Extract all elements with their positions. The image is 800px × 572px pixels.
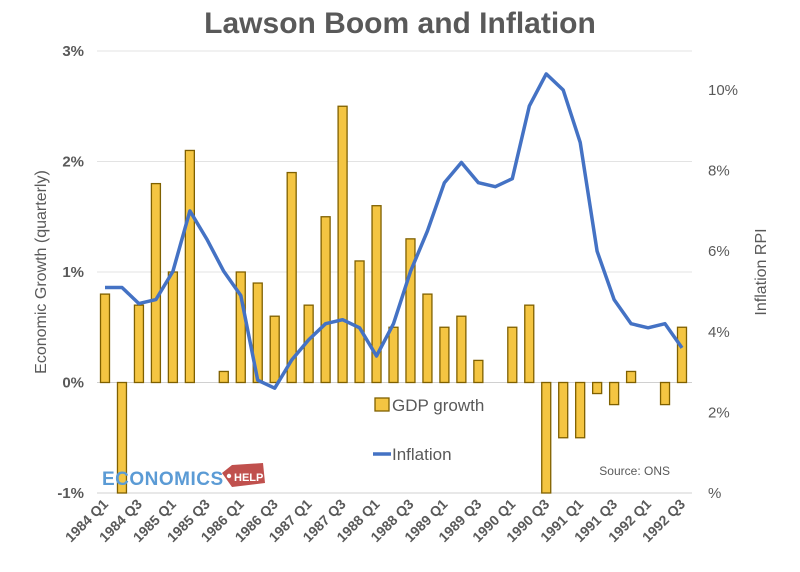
gdp-bar (388, 326, 399, 384)
gdp-bar (676, 326, 688, 384)
right-tick-label: 2% (708, 404, 730, 421)
gdp-bar (439, 326, 450, 384)
inflation-line (105, 72, 684, 390)
gdp-bar (320, 216, 331, 384)
left-tick-label: -1% (57, 485, 84, 502)
gdp-bar (252, 282, 263, 384)
gdp-bar (218, 370, 229, 384)
gdp-bar (371, 205, 382, 384)
gdp-bar (167, 271, 179, 384)
gdp-bar (422, 293, 433, 384)
right-tick-label: 4% (708, 324, 730, 341)
gdp-bar (269, 315, 280, 384)
gdp-bar (575, 381, 586, 439)
gdp-bar (133, 304, 145, 384)
gdp-bar (286, 171, 297, 384)
right-tick-label: 8% (708, 163, 730, 180)
left-tick-label: 1% (62, 264, 84, 281)
left-axis-label: Economic Growth (quarterly) (33, 170, 50, 374)
economics-help-logo: ECONOMICS HELP (102, 463, 265, 490)
legend: GDP growth Inflation (373, 396, 484, 464)
gdp-bar (116, 381, 128, 494)
legend-gdp-swatch (374, 397, 390, 412)
gdp-bar (235, 271, 246, 384)
svg-text:ECONOMICS: ECONOMICS (102, 469, 224, 490)
legend-gdp-label: GDP growth (392, 396, 484, 415)
right-axis-label: Inflation RPI (753, 228, 770, 315)
gdp-bar (608, 381, 620, 406)
legend-inflation-label: Inflation (392, 445, 452, 464)
gdp-bar (659, 381, 671, 406)
left-tick-label: 3% (62, 43, 84, 60)
right-tick-label: 6% (708, 243, 730, 260)
gdp-bar (405, 238, 416, 384)
gdp-bar (354, 260, 365, 384)
gdp-bar (456, 315, 467, 384)
gdp-bar (473, 359, 484, 384)
gdp-bar (591, 381, 603, 395)
gdp-bar (507, 326, 518, 384)
gdp-bar (558, 381, 569, 439)
left-tick-label: 0% (62, 375, 84, 392)
gdp-bar (337, 105, 348, 384)
left-tick-label: 2% (62, 154, 84, 171)
svg-text:HELP: HELP (234, 472, 263, 484)
gdp-bar (99, 293, 111, 384)
gdp-bar (150, 182, 162, 384)
gdp-bar (625, 370, 637, 384)
right-tick-label: 10% (708, 82, 738, 99)
chart-title: Lawson Boom and Inflation (204, 7, 596, 40)
gdp-bar (184, 149, 196, 384)
source-annotation: Source: ONS (599, 464, 670, 478)
gdp-bar (524, 304, 535, 384)
right-tick-label: % (708, 485, 721, 502)
gdp-bar (541, 381, 552, 494)
